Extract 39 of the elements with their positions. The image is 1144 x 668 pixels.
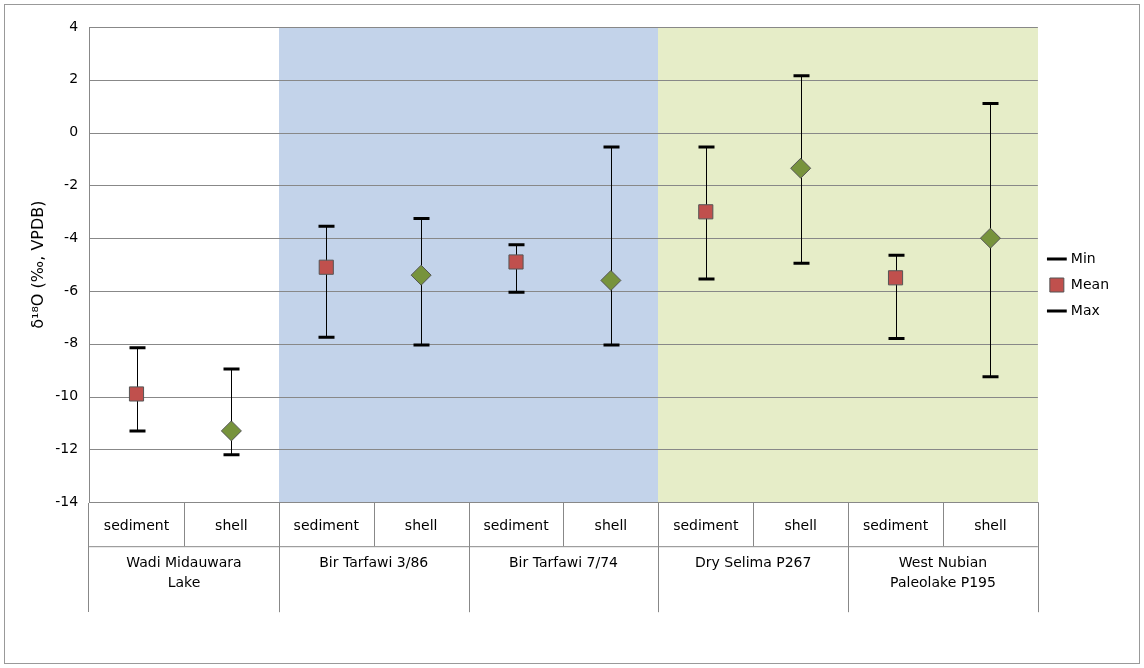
point [220,420,242,442]
point [410,264,432,286]
text: Bir Tarfawi 7/74 [508,553,619,570]
x-tick-label: shell [215,517,248,534]
y-tick-label: -4 [64,228,79,245]
text: Bir Tarfawi 3/86 [319,553,429,570]
legend-label: Mean [1070,275,1110,292]
legend-label: Min [1070,249,1096,266]
y-tick-label: 2 [69,70,79,87]
x-tick-label: sediment [483,517,550,534]
point [128,386,145,402]
x-tick-label: shell [974,517,1007,534]
point [318,259,334,275]
legend-label: Max [1070,301,1100,318]
y-tick-label: -8 [64,334,79,351]
x-tick-label: shell [594,517,628,534]
x-tick-label: sediment [103,517,170,534]
y-tick-label: -2 [64,176,79,193]
y-axis-title: δ¹⁸O (‰, VPDB) [27,200,47,329]
point [887,270,904,286]
point [600,269,622,291]
x-tick-label: sediment [293,517,360,534]
x-tick-label: shell [404,517,438,534]
y-tick-label: -14 [55,492,79,509]
y-tick-label: -12 [55,440,79,457]
point [698,204,714,220]
text: Wadi Midauwara Lake [126,553,242,590]
text: Dry Selima P267 [695,553,812,570]
text: West Nubian Paleolake P195 [890,553,996,590]
x-tick-label: shell [784,517,817,534]
y-tick-label: 4 [69,17,79,34]
y-tick-label: 0 [69,123,79,140]
x-tick-label: sediment [673,517,739,534]
y-tick-label: -6 [64,281,79,298]
point [790,157,812,179]
point [508,254,524,270]
point [979,227,1001,249]
y-tick-label: -10 [55,387,79,404]
x-tick-label: sediment [862,517,929,534]
